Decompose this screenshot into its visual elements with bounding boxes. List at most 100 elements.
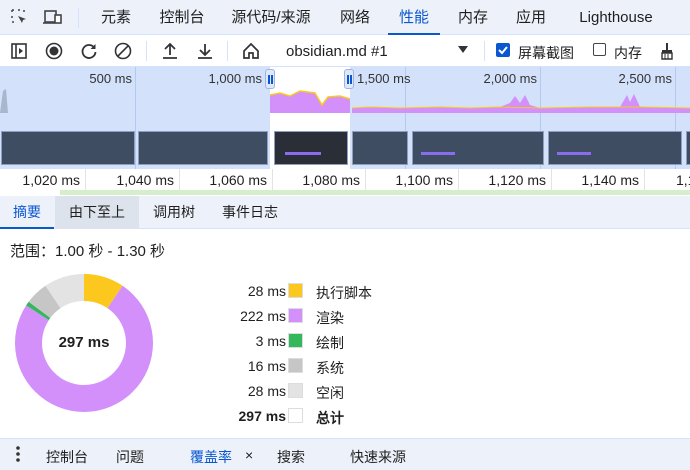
summary-range: 范围：1.00 秒 - 1.30 秒 bbox=[10, 243, 166, 260]
drawer-tab-quick-source[interactable]: 快速来源 bbox=[350, 449, 406, 465]
drawer-tab-coverage[interactable]: 覆盖率 bbox=[190, 449, 232, 465]
legend-name: 渲染 bbox=[316, 310, 344, 326]
legend-swatch bbox=[288, 333, 303, 348]
summary-donut-chart bbox=[15, 274, 154, 412]
donut-slice bbox=[84, 274, 123, 309]
donut-total-label: 297 ms bbox=[58, 334, 110, 351]
screenshot-thumbnail bbox=[548, 131, 682, 165]
ruler-label: 1,120 ms bbox=[488, 172, 546, 188]
legend-name: 绘制 bbox=[316, 335, 344, 351]
ruler-label: 1,140 ms bbox=[581, 172, 639, 188]
tab-memory[interactable]: 内存 bbox=[457, 9, 488, 26]
legend-name: 空闲 bbox=[316, 385, 344, 401]
inspect-element-icon[interactable] bbox=[8, 6, 30, 28]
overview-time-label: 1,000 ms bbox=[208, 71, 262, 86]
divider bbox=[227, 41, 228, 61]
screenshot-thumbnail bbox=[138, 131, 268, 165]
tab-call-tree[interactable]: 调用树 bbox=[153, 204, 195, 220]
legend-row: 297 ms 总计 bbox=[200, 406, 500, 426]
recording-select[interactable]: obsidian.md #1 bbox=[276, 37, 476, 65]
screenshot-thumbnail bbox=[412, 131, 544, 165]
legend-swatch bbox=[288, 308, 303, 323]
download-icon[interactable] bbox=[194, 40, 216, 62]
ruler-label: 1,040 ms bbox=[116, 172, 174, 188]
drawer-tabbar: 控制台 问题 覆盖率 × 搜索 快速来源 bbox=[0, 438, 690, 470]
details-tabs: 摘要 由下至上 调用树 事件日志 bbox=[0, 196, 690, 229]
legend-name: 总计 bbox=[316, 410, 344, 426]
tab-summary[interactable]: 摘要 bbox=[0, 196, 54, 229]
screenshots-label: 屏幕截图 bbox=[518, 45, 574, 61]
clear-icon[interactable] bbox=[112, 40, 134, 62]
donut-slice bbox=[28, 285, 61, 318]
screenshot-thumbnail bbox=[1, 131, 135, 165]
selection-handle-right[interactable] bbox=[344, 69, 354, 89]
timeline-ruler: 1,020 ms 1,040 ms 1,060 ms 1,080 ms 1,10… bbox=[0, 169, 690, 191]
tab-performance[interactable]: 性能 bbox=[388, 0, 440, 35]
close-icon[interactable]: × bbox=[245, 447, 254, 463]
timeline-overview[interactable]: 500 ms 1,000 ms 1,500 ms 2,000 ms 2,500 … bbox=[0, 67, 690, 169]
ruler-label: 1,100 ms bbox=[395, 172, 453, 188]
memory-checkbox[interactable] bbox=[593, 43, 606, 56]
sidebar-toggle-icon[interactable] bbox=[8, 40, 30, 62]
tab-event-log[interactable]: 事件日志 bbox=[222, 204, 278, 220]
legend-value: 28 ms bbox=[247, 283, 286, 299]
legend-value: 28 ms bbox=[247, 383, 286, 399]
donut-slice bbox=[15, 285, 154, 412]
memory-label: 内存 bbox=[614, 45, 642, 61]
more-menu-icon[interactable] bbox=[16, 446, 20, 462]
upload-icon[interactable] bbox=[159, 40, 181, 62]
tab-elements[interactable]: 元素 bbox=[100, 9, 131, 26]
legend-row: 28 ms 空闲 bbox=[200, 381, 500, 401]
reload-record-icon[interactable] bbox=[78, 40, 100, 62]
chevron-down-icon bbox=[458, 46, 468, 53]
ruler-label: 1,080 ms bbox=[302, 172, 360, 188]
legend-value: 16 ms bbox=[247, 358, 286, 374]
device-toolbar-icon[interactable] bbox=[42, 6, 64, 28]
frames-track bbox=[60, 190, 690, 195]
legend-row: 222 ms 渲染 bbox=[200, 306, 500, 326]
screenshot-thumbnail bbox=[352, 131, 408, 165]
home-icon[interactable] bbox=[240, 40, 262, 62]
tab-lighthouse[interactable]: Lighthouse bbox=[579, 9, 653, 26]
overview-time-label: 1,500 ms bbox=[357, 71, 411, 86]
overview-time-label: 2,000 ms bbox=[483, 71, 537, 86]
ruler-label: 1,060 ms bbox=[209, 172, 267, 188]
tab-application[interactable]: 应用 bbox=[515, 9, 546, 26]
donut-slice bbox=[45, 274, 84, 309]
donut-slice bbox=[26, 301, 51, 321]
overview-time-label: 500 ms bbox=[89, 71, 132, 86]
grid-line bbox=[405, 67, 406, 169]
legend-value: 3 ms bbox=[255, 333, 286, 349]
divider bbox=[146, 41, 147, 61]
tab-console[interactable]: 控制台 bbox=[159, 9, 205, 26]
tab-sources[interactable]: 源代码/来源 bbox=[231, 9, 311, 26]
legend-swatch bbox=[288, 358, 303, 373]
broom-gc-icon[interactable] bbox=[656, 40, 678, 62]
legend-name: 系统 bbox=[316, 360, 344, 376]
grid-line bbox=[540, 67, 541, 169]
legend-name: 执行脚本 bbox=[316, 285, 372, 301]
cpu-activity-chart bbox=[0, 89, 690, 113]
performance-toolbar: obsidian.md #1 屏幕截图 内存 bbox=[0, 35, 690, 67]
recording-select-value: obsidian.md #1 bbox=[286, 43, 388, 60]
tab-network[interactable]: 网络 bbox=[339, 9, 370, 26]
legend-swatch bbox=[288, 283, 303, 298]
divider bbox=[78, 8, 79, 28]
legend-swatch bbox=[288, 383, 303, 398]
ruler-label: 1,1 bbox=[676, 172, 690, 188]
selection-handle-left[interactable] bbox=[265, 69, 275, 89]
devtools-tabbar: 元素 控制台 源代码/来源 网络 性能 内存 应用 Lighthouse bbox=[0, 0, 690, 35]
record-icon[interactable] bbox=[43, 40, 65, 62]
divider bbox=[484, 41, 485, 61]
screenshots-checkbox[interactable] bbox=[496, 43, 510, 57]
screenshot-thumbnail bbox=[686, 131, 690, 165]
legend-row: 3 ms 绘制 bbox=[200, 331, 500, 351]
screenshot-thumbnail bbox=[274, 131, 348, 165]
legend-row: 16 ms 系统 bbox=[200, 356, 500, 376]
drawer-tab-issues[interactable]: 问题 bbox=[116, 449, 144, 465]
grid-line bbox=[675, 67, 676, 169]
drawer-tab-search[interactable]: 搜索 bbox=[277, 449, 305, 465]
tab-bottom-up[interactable]: 由下至上 bbox=[55, 196, 139, 229]
drawer-tab-console[interactable]: 控制台 bbox=[46, 449, 88, 465]
legend-value: 222 ms bbox=[240, 308, 286, 324]
